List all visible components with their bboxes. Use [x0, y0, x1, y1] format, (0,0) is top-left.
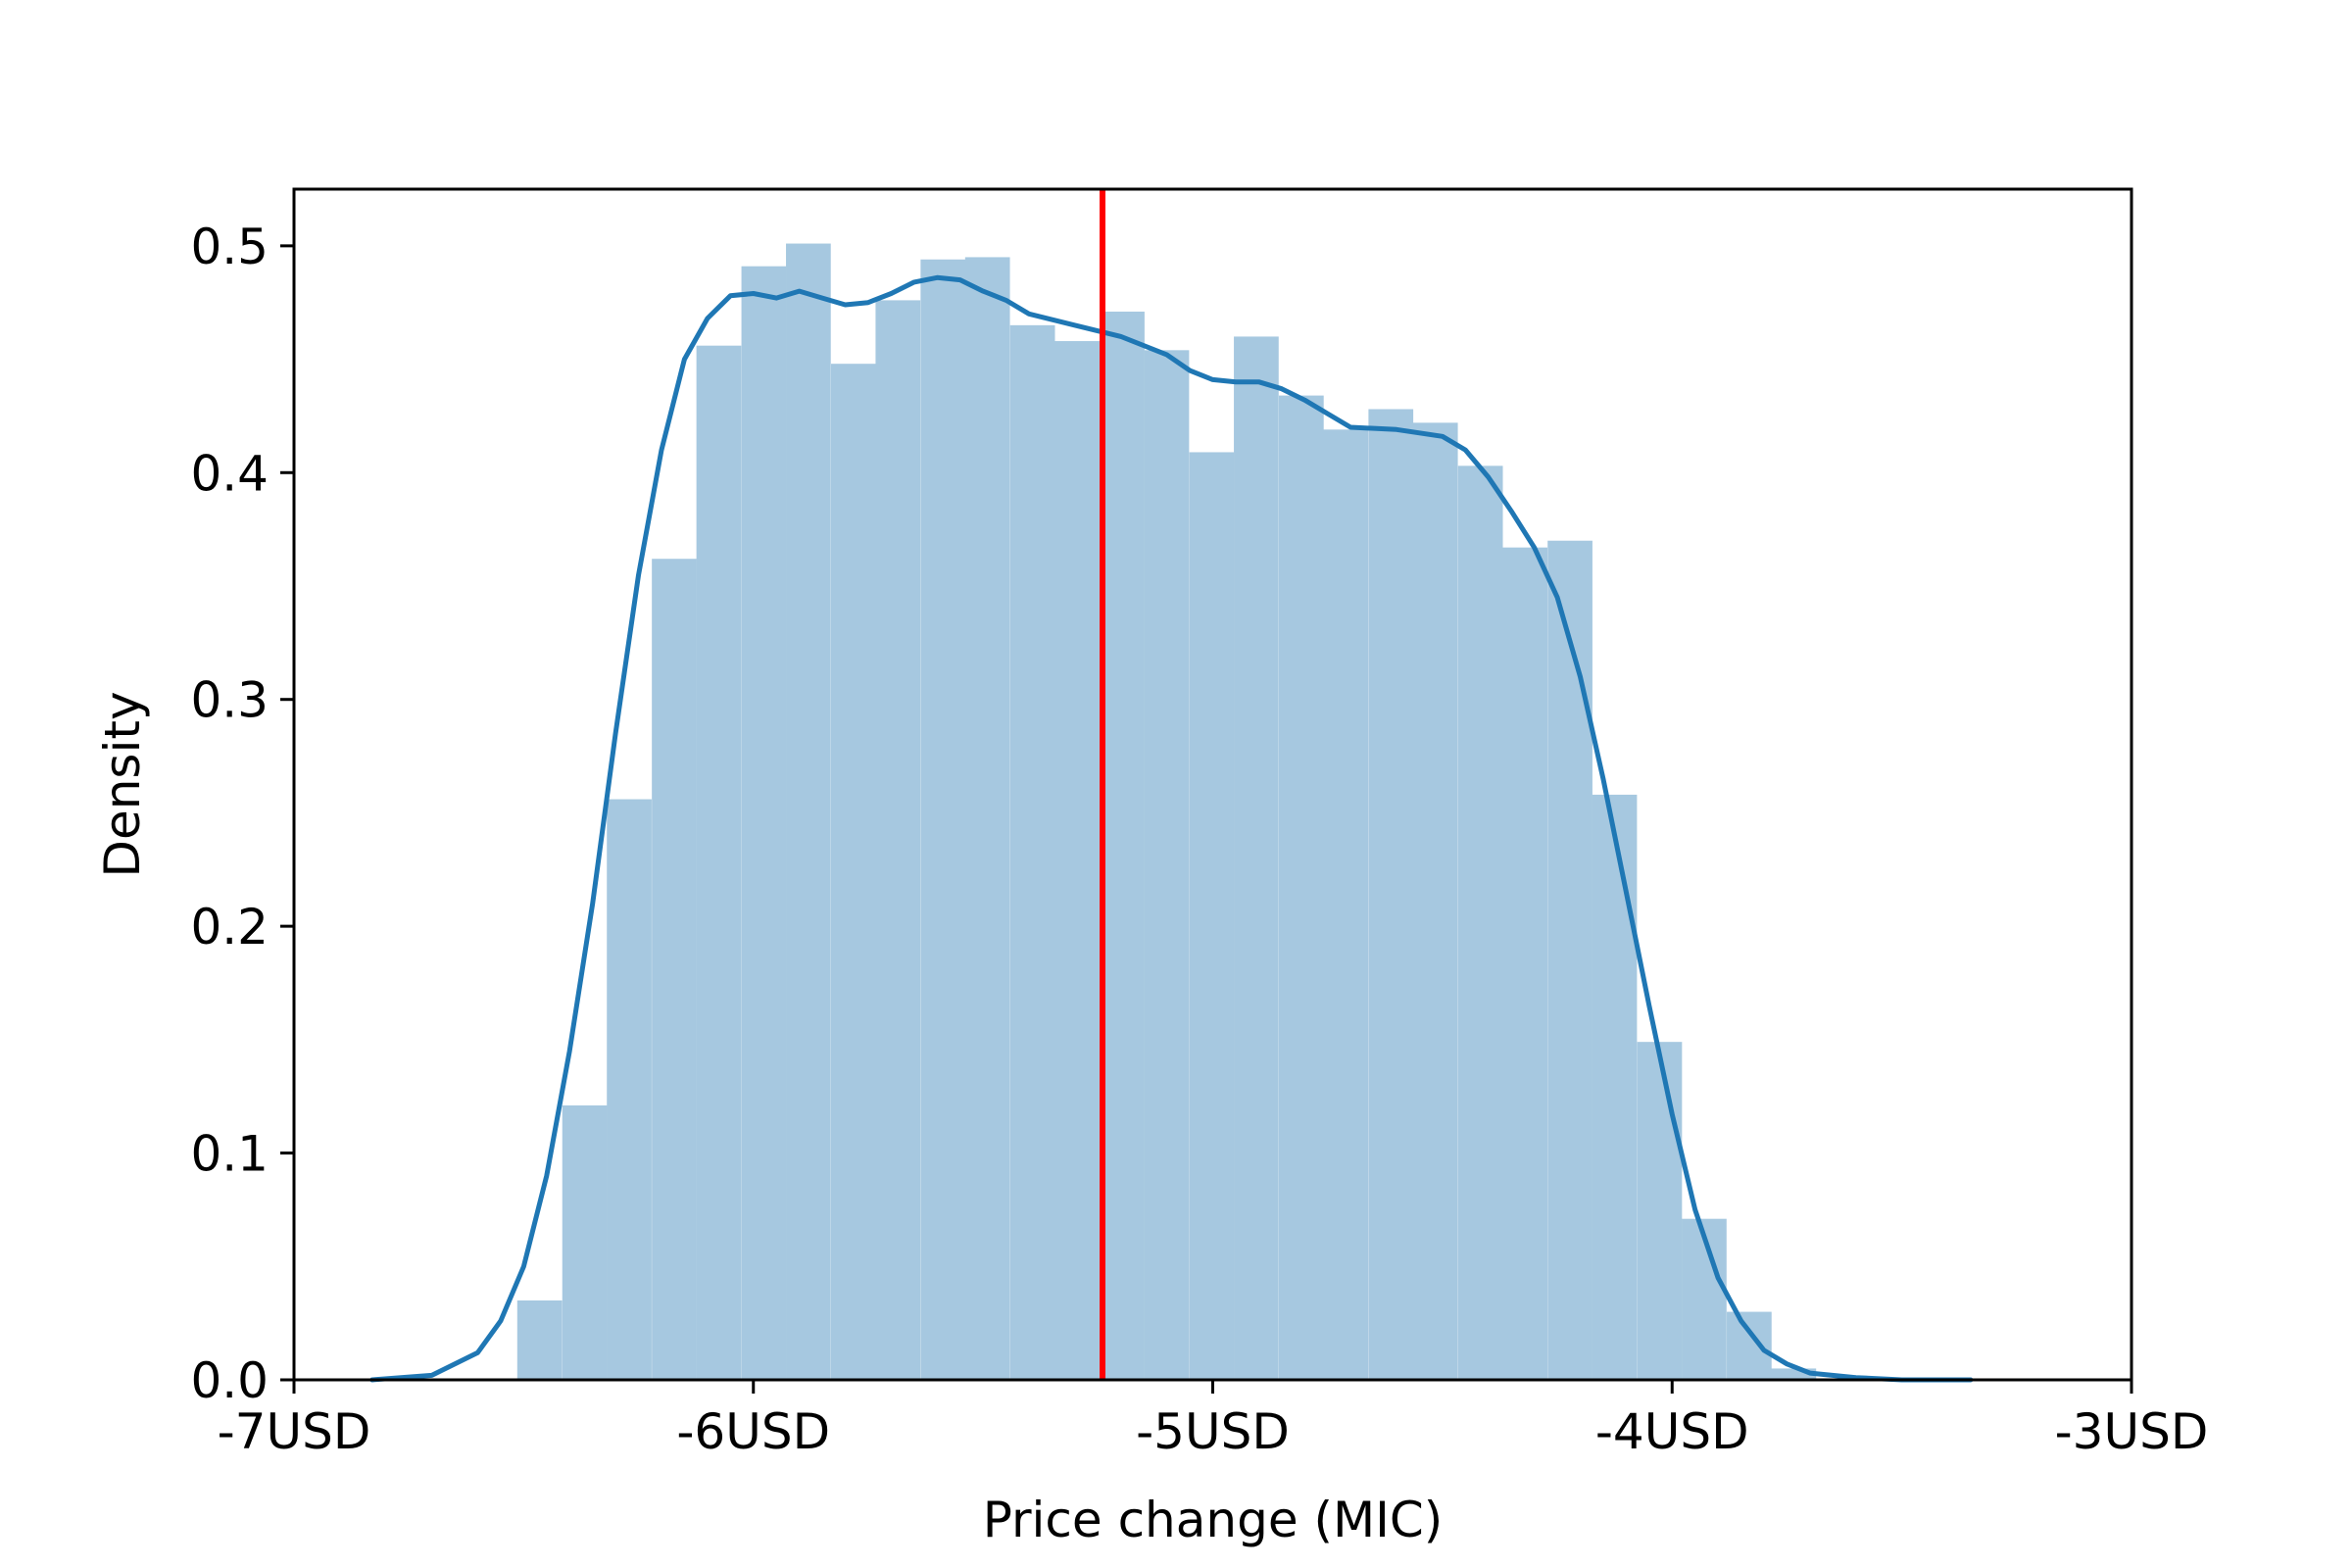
histogram-bar: [1234, 336, 1279, 1380]
histogram-bar: [1100, 311, 1145, 1380]
histogram-bar: [1412, 422, 1458, 1380]
histogram-bar: [1368, 409, 1414, 1380]
histogram-bar: [875, 300, 921, 1380]
y-axis-label: Density: [94, 691, 151, 877]
histogram-bar: [562, 1104, 608, 1380]
histogram-bar: [1323, 429, 1369, 1380]
histogram-bar: [1054, 341, 1100, 1380]
histogram-bar: [1144, 350, 1190, 1380]
histogram-bar: [830, 364, 876, 1381]
histogram-bar: [920, 259, 966, 1380]
histogram-bar: [1637, 1042, 1683, 1380]
x-axis-label: Price change (MIC): [983, 1492, 1444, 1548]
histogram-bar: [1189, 452, 1235, 1380]
histogram-bar: [741, 266, 787, 1381]
histogram-bar: [516, 1300, 563, 1380]
histogram-bar: [696, 345, 742, 1381]
x-tick-label: -6USD: [676, 1403, 830, 1460]
histogram-bars: [516, 243, 1817, 1381]
histogram-bar: [1547, 540, 1592, 1380]
x-axis-ticks: -7USD -6USD -5USD -4USD -3USD: [218, 1380, 2209, 1460]
histogram-bar: [1682, 1218, 1727, 1380]
histogram-bar: [1457, 466, 1503, 1380]
kde-density-curve: [369, 274, 1974, 1383]
histogram-bar: [1009, 324, 1055, 1380]
y-axis-ticks: 0.0 0.1 0.2 0.3 0.4 0.5: [190, 219, 294, 1409]
histogram-bar: [964, 257, 1010, 1380]
y-tick-label: 0.4: [190, 445, 269, 502]
histogram-bar: [786, 243, 831, 1381]
y-tick-label: 0.0: [190, 1352, 269, 1409]
y-tick-label: 0.2: [190, 899, 269, 956]
histogram-bar: [607, 799, 652, 1380]
histogram-bar: [652, 559, 697, 1380]
y-tick-label: 0.5: [190, 219, 269, 275]
x-tick-label: -5USD: [1136, 1403, 1290, 1460]
histogram-bar: [1592, 794, 1638, 1380]
histogram-bar: [1727, 1311, 1772, 1380]
x-tick-label: -4USD: [1595, 1403, 1749, 1460]
histogram-bar: [1502, 547, 1547, 1380]
x-tick-label: -7USD: [218, 1403, 371, 1460]
x-tick-label: -3USD: [2055, 1403, 2209, 1460]
histogram-bar: [1771, 1368, 1817, 1380]
y-tick-label: 0.3: [190, 672, 269, 729]
y-tick-label: 0.1: [190, 1126, 269, 1183]
histogram-bar: [1279, 395, 1324, 1381]
